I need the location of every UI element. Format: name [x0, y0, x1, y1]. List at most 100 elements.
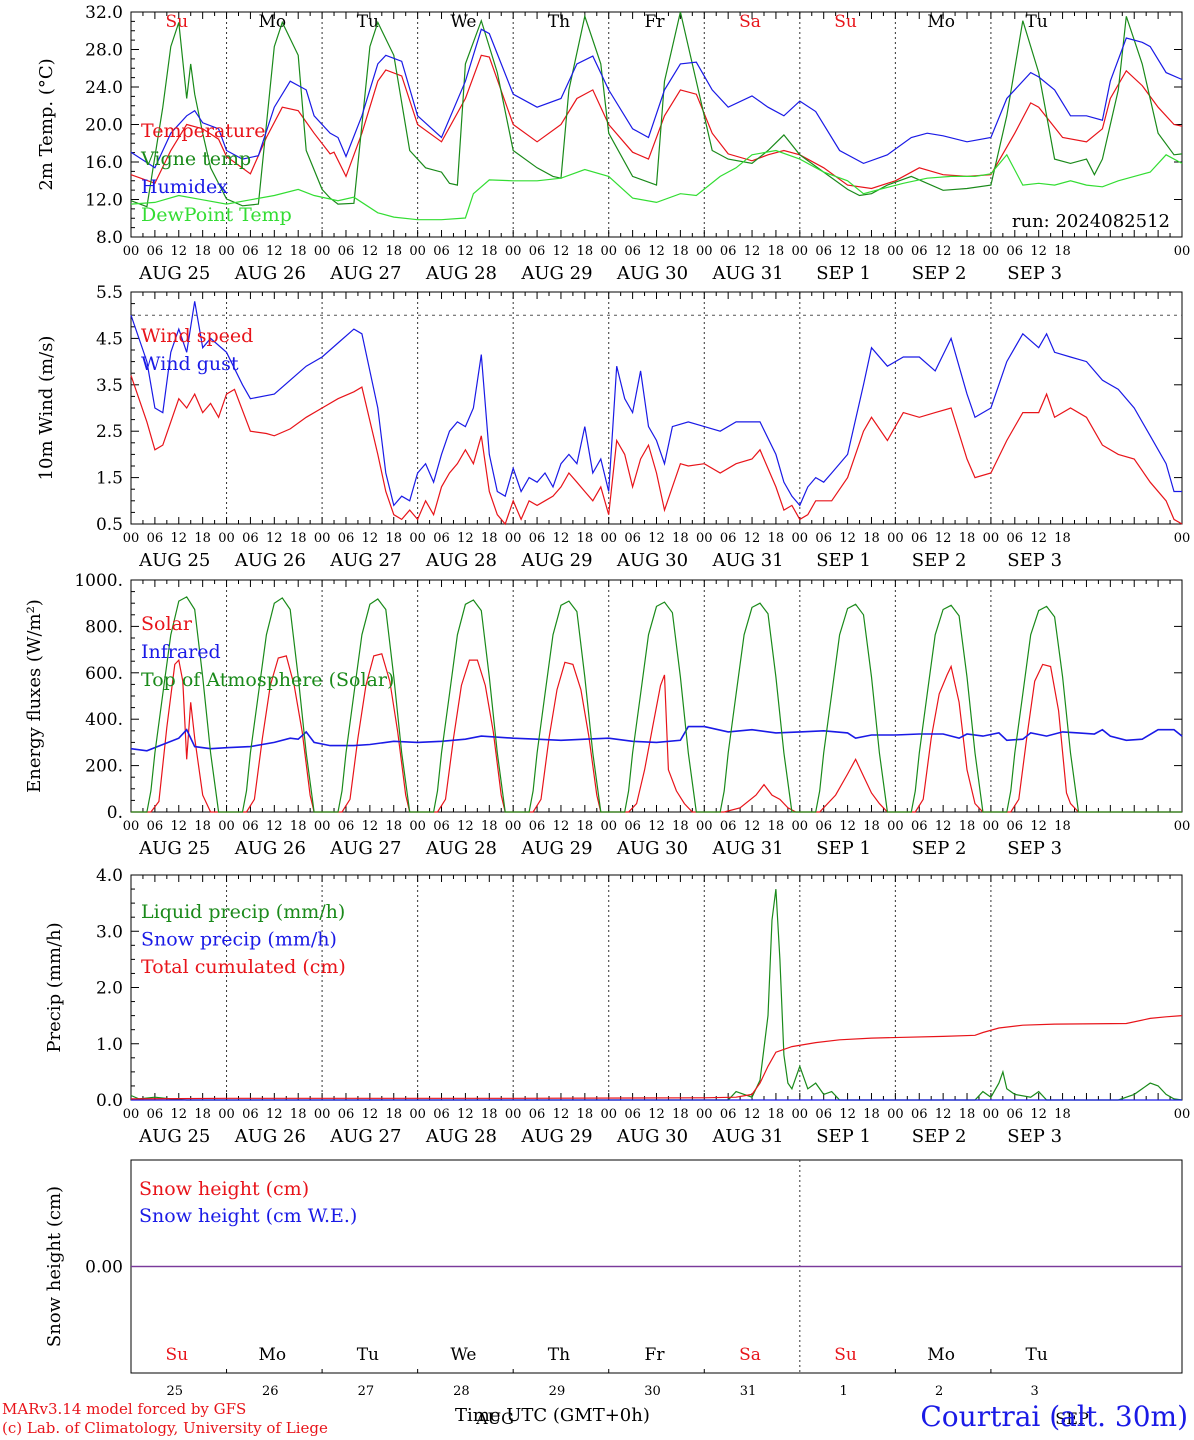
panel-3-hour-label: 00 [218, 819, 235, 834]
panel-4-y-tick-label: 0.0 [96, 1091, 123, 1111]
panel-2-hour-label: 00 [887, 531, 904, 546]
panel-3-hour-label: 12 [1030, 819, 1047, 834]
panel-4-date-label: SEP 2 [912, 1126, 967, 1147]
panel-3-legend-entry: Solar [141, 613, 193, 635]
panel-4-hour-label: 18 [290, 1107, 307, 1122]
panel-3-hour-label: 12 [170, 819, 187, 834]
panel-4-hour-label: 00 [887, 1107, 904, 1122]
panel-3-hour-label: 18 [577, 819, 594, 834]
panel-2-legend-entry: Wind gust [141, 353, 239, 375]
panel-3-hour-label: 06 [433, 819, 450, 834]
panel-2-hour-label: 18 [481, 531, 498, 546]
panel-2-date-label: AUG 27 [329, 550, 401, 571]
panel-1-hour-label: 12 [744, 244, 761, 259]
panel-1-hour-label: 00 [983, 244, 1000, 259]
panel-2-hour-label: 12 [744, 531, 761, 546]
panel-3-hour-label: 06 [624, 819, 641, 834]
panel-4-hour-label: 12 [744, 1107, 761, 1122]
panel-1-series-1-line [130, 54, 1183, 190]
panel-1-hour-label: 00 [218, 244, 235, 259]
panel-3-hour-label: 18 [481, 819, 498, 834]
panel-3-series-1-line [131, 653, 1182, 813]
panel-5-y-tick-label: 0.00 [85, 1258, 123, 1278]
panel-4-hour-label: 06 [1007, 1107, 1024, 1122]
panel-3-hour-label: 00 [792, 819, 809, 834]
panel-4-hour-label: 06 [242, 1107, 259, 1122]
station-name: Courtrai (alt. 30m) [920, 1400, 1188, 1433]
panel-4-hour-label: 18 [1054, 1107, 1071, 1122]
panel-2-hour-label: 00 [983, 531, 1000, 546]
panel-3-hour-label: 00 [505, 819, 522, 834]
panel-2-hour-label: 12 [839, 531, 856, 546]
panel-1-weekday-label: Su [165, 12, 188, 32]
panel-1-date-label: AUG 30 [616, 263, 688, 284]
panel-2-hour-label: 18 [577, 531, 594, 546]
month-overlay-sep: SEP [1055, 1409, 1089, 1428]
panel-4-date-label: AUG 25 [138, 1126, 210, 1147]
panel-1-hour-label: 00 [792, 244, 809, 259]
panel-2-hour-label: 06 [433, 531, 450, 546]
panel-5-legend-entry: Snow height (cm) [139, 1178, 309, 1200]
panel-1-y-tick-label: 20.0 [85, 116, 123, 136]
panel-4-hour-label: 12 [457, 1107, 474, 1122]
panel-2-hour-label: 06 [147, 531, 164, 546]
panel-3-hour-label: 06 [242, 819, 259, 834]
panel-3-hour-label: 06 [911, 819, 928, 834]
panel-2-hour-label: 18 [768, 531, 785, 546]
panel-1-legend-entry: Humidex [141, 176, 228, 198]
panel-1-hour-label: 18 [768, 244, 785, 259]
panel-3-hour-label: 18 [290, 819, 307, 834]
panel-2-date-label: AUG 30 [616, 550, 688, 571]
panel-3-date-label: SEP 1 [816, 838, 871, 859]
panel-5-weekday-label: Sa [739, 1345, 761, 1365]
panel-4-legend-entry: Snow precip (mm/h) [141, 929, 337, 951]
panel-2-y-tick-label: 5.5 [96, 283, 123, 303]
panel-3-date-label: AUG 27 [329, 838, 401, 859]
panel-4-hour-label: 00 [123, 1107, 140, 1122]
panel-1-series-3-line [130, 28, 1183, 169]
time-axis-title: Time UTC (GMT+0h) [455, 1405, 650, 1426]
panel-1-weekday-label: Su [834, 12, 857, 32]
panel-2-hour-label: 18 [385, 531, 402, 546]
panel-2-hour-label: 00 [409, 531, 426, 546]
panel-3-legend-entry: Top of Atmosphere (Solar) [141, 669, 394, 691]
panel-4-date-label: AUG 30 [616, 1126, 688, 1147]
panel-1-hour-label: 00 [409, 244, 426, 259]
month-overlay-aug: AUG [475, 1409, 514, 1428]
panel-4-date-label: AUG 29 [520, 1126, 592, 1147]
bottom-day-number: 31 [740, 1384, 757, 1399]
panel-3-date-label: AUG 25 [138, 838, 210, 859]
lab-credit-line: (c) Lab. of Climatology, University of L… [2, 1419, 328, 1437]
panel-2-hour-label: 06 [338, 531, 355, 546]
panel-1-hour-label: 00 [887, 244, 904, 259]
panel-2-hour-label: 18 [672, 531, 689, 546]
panel-4-hour-label: 12 [553, 1107, 570, 1122]
panel-4-hour-label: 18 [194, 1107, 211, 1122]
panel-5-weekday-label: Fr [645, 1345, 666, 1365]
panel-2-legend-entry: Wind speed [141, 325, 253, 347]
panel-2-date-label: AUG 29 [520, 550, 592, 571]
panel-4-hour-label: 06 [529, 1107, 546, 1122]
panel-4-hour-label: 06 [624, 1107, 641, 1122]
panel-3-hour-label: 12 [935, 819, 952, 834]
panel-4-hour-label: 12 [1030, 1107, 1047, 1122]
panel-2-hour-label: 00 [792, 531, 809, 546]
panel-3-series-3-line [131, 596, 1182, 813]
panel-2-hour-label: 06 [911, 531, 928, 546]
panel-2-y-tick-label: 4.5 [96, 329, 123, 349]
panel-5-weekday-label: Su [165, 1345, 188, 1365]
panel-3-hour-label: 18 [1054, 819, 1071, 834]
panel-2-date-label: SEP 3 [1007, 550, 1062, 571]
panel-1-hour-label: 12 [266, 244, 283, 259]
panel-1-hour-label: 12 [935, 244, 952, 259]
panel-1-hour-label: 12 [648, 244, 665, 259]
bottom-day-number: 25 [166, 1384, 183, 1399]
panel-3-y-tick-label: 0. [107, 803, 123, 823]
panel-1-hour-label: 06 [815, 244, 832, 259]
panel-4-date-label: AUG 28 [425, 1126, 497, 1147]
panel-3-hour-label: 06 [338, 819, 355, 834]
panel-4-hour-label: 06 [911, 1107, 928, 1122]
panel-1-weekday-label: Th [548, 12, 570, 32]
bottom-day-number: 29 [549, 1384, 566, 1399]
